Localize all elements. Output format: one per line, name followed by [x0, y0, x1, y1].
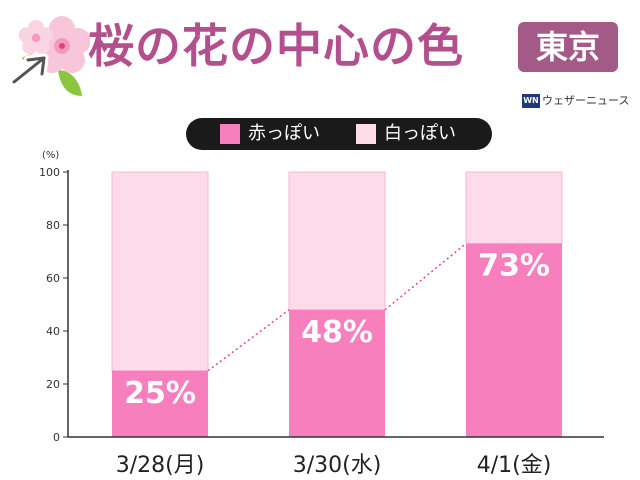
- y-tick-label: 0: [53, 431, 60, 444]
- brand-name: ウェザーニュース: [542, 94, 630, 107]
- header: 桜の花の中心の色 東京 WN ウェザーニュース: [0, 0, 640, 110]
- chart-legend: 赤っぽい 白っぽい: [186, 118, 492, 150]
- brand-logo-icon: WN: [522, 94, 540, 108]
- x-tick-label: 3/28(月): [116, 453, 205, 478]
- y-axis-label: (%): [42, 150, 59, 161]
- x-tick-label: 3/30(水): [293, 453, 382, 478]
- page-title: 桜の花の中心の色: [88, 19, 464, 73]
- y-tick-label: 80: [46, 219, 60, 232]
- stacked-bar-chart: (%) 0 20 40 60 80 100 25% 3/28(月) 48% 3/30(水) 73% 4/…: [39, 150, 604, 478]
- legend-swatch-white: [356, 124, 376, 144]
- y-tick-label: 60: [46, 272, 60, 285]
- sakura-decoration: [9, 16, 90, 96]
- x-tick-label: 4/1(金): [477, 453, 552, 478]
- legend-label-red: 赤っぽい: [248, 123, 320, 144]
- legend-swatch-red: [220, 124, 240, 144]
- data-label: 73%: [478, 249, 550, 284]
- y-tick-label: 100: [39, 166, 60, 179]
- brand-credit: WN ウェザーニュース: [522, 92, 629, 110]
- bar-white: [465, 171, 563, 245]
- data-label: 48%: [301, 315, 373, 350]
- sakura-flower-icon: [18, 20, 54, 55]
- cursor-arrow-icon: [9, 53, 49, 87]
- legend-item-red: 赤っぽい: [220, 118, 320, 150]
- region-badge: 東京: [518, 22, 618, 72]
- y-tick-label: 40: [46, 325, 60, 338]
- bar-white: [288, 171, 386, 311]
- trend-line: [207, 309, 290, 372]
- bar-red: [466, 243, 562, 437]
- bar-red: [289, 309, 385, 437]
- bar-white: [111, 171, 209, 372]
- legend-item-white: 白っぽい: [356, 118, 456, 150]
- bar-red: [112, 370, 208, 437]
- y-tick-label: 20: [46, 378, 60, 391]
- legend-label-white: 白っぽい: [384, 123, 456, 144]
- trend-line: [384, 242, 467, 311]
- data-label: 25%: [124, 376, 196, 411]
